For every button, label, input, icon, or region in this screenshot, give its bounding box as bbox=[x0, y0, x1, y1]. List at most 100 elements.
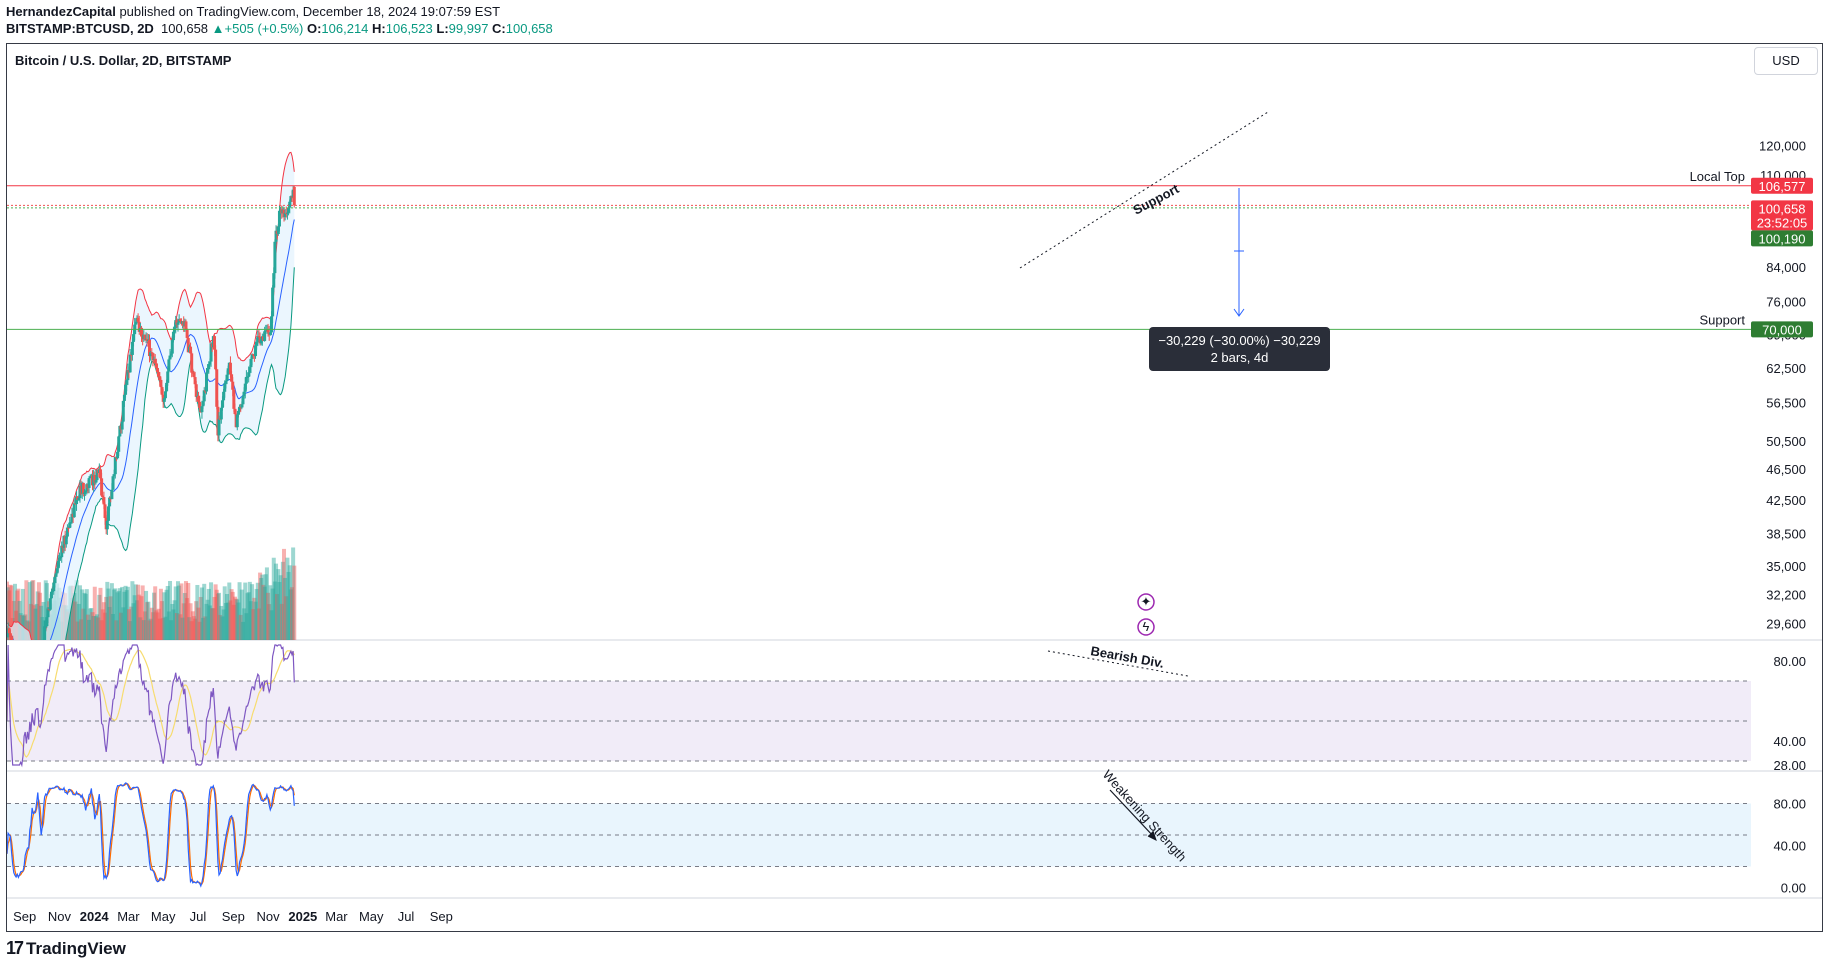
tradingview-logo[interactable]: 17 TradingView bbox=[6, 938, 126, 959]
candle-body bbox=[148, 339, 151, 357]
volume-bar bbox=[207, 605, 212, 640]
high-label: H: bbox=[372, 21, 386, 36]
volume-bar bbox=[138, 617, 143, 640]
volume-bar bbox=[266, 592, 271, 640]
volume-bar bbox=[185, 598, 190, 640]
candle-body bbox=[240, 404, 244, 408]
volume-bar bbox=[270, 588, 275, 640]
volume-bar bbox=[194, 601, 199, 640]
basis-line bbox=[7, 219, 295, 640]
volume-bar bbox=[176, 581, 180, 640]
price-tick-label: 84,000 bbox=[1766, 260, 1806, 275]
candle-body bbox=[34, 646, 37, 655]
volume-bar bbox=[172, 600, 177, 640]
time-tick-label: May bbox=[151, 909, 176, 924]
candle-body bbox=[206, 369, 210, 373]
volume-bar bbox=[260, 574, 265, 640]
volume-bar bbox=[287, 565, 292, 640]
candle-body bbox=[165, 382, 169, 392]
volume-bar bbox=[113, 588, 118, 640]
volume-bar bbox=[258, 572, 263, 640]
volume-bar bbox=[292, 565, 297, 640]
volume-bar bbox=[140, 585, 145, 640]
candle-body bbox=[255, 342, 259, 346]
volume-bar bbox=[272, 581, 277, 640]
candle-body bbox=[57, 557, 61, 561]
candle-body bbox=[212, 336, 216, 350]
symbol-label: BITSTAMP:BTCUSD, 2D bbox=[6, 21, 154, 36]
candle-body bbox=[232, 389, 236, 409]
volume-bar bbox=[234, 598, 239, 640]
candle-body bbox=[287, 207, 291, 213]
volume-bar bbox=[217, 592, 222, 640]
candle-body bbox=[158, 376, 162, 380]
candle-body bbox=[95, 470, 99, 481]
candle-body bbox=[44, 626, 48, 628]
volume-bar bbox=[126, 609, 131, 640]
candle-body bbox=[125, 380, 129, 385]
volume-bar bbox=[213, 584, 218, 640]
volume-bar bbox=[35, 591, 40, 640]
volume-bar bbox=[290, 587, 294, 640]
volume-bar bbox=[30, 580, 35, 640]
volume-bar bbox=[16, 588, 21, 640]
stoch-tick-label: 80.00 bbox=[1773, 797, 1806, 812]
volume-bar bbox=[38, 592, 43, 640]
volume-bar bbox=[196, 607, 201, 640]
volume-bar bbox=[231, 604, 236, 640]
volume-bar bbox=[41, 601, 46, 640]
volume-bar bbox=[90, 612, 95, 640]
volume-bar bbox=[106, 588, 111, 640]
chart-panel[interactable] bbox=[6, 43, 1823, 932]
volume-bar bbox=[182, 592, 187, 640]
volume-bar bbox=[148, 618, 153, 640]
volume-bar bbox=[188, 603, 193, 640]
local-top-label: Local Top bbox=[1690, 169, 1745, 184]
volume-bar bbox=[246, 592, 251, 640]
volume-bar bbox=[230, 591, 235, 640]
volume-bar bbox=[275, 594, 280, 640]
volume-bar bbox=[161, 617, 166, 640]
volume-bar bbox=[169, 620, 174, 640]
time-tick-label: Nov bbox=[256, 909, 280, 924]
volume-bar bbox=[116, 590, 121, 640]
volume-bar bbox=[178, 614, 183, 640]
currency-button[interactable]: USD bbox=[1754, 47, 1818, 75]
candle-body bbox=[285, 212, 289, 214]
candle-body bbox=[241, 396, 245, 405]
candle-body bbox=[194, 384, 198, 397]
time-tick-label: Mar bbox=[117, 909, 140, 924]
ohlc-line: BITSTAMP:BTCUSD, 2D 100,658 ▲+505 (+0.5%… bbox=[6, 21, 553, 36]
volume-bar bbox=[212, 596, 217, 640]
candle-body bbox=[243, 383, 247, 392]
candle-body bbox=[23, 657, 26, 664]
candle-body bbox=[185, 329, 189, 338]
volume-bar bbox=[284, 596, 289, 640]
candle-body bbox=[106, 506, 110, 521]
time-tick-label: Mar bbox=[325, 909, 348, 924]
volume-bar bbox=[193, 618, 198, 640]
price-tick-label: 29,600 bbox=[1766, 616, 1806, 631]
volume-bar bbox=[12, 583, 17, 640]
candle-body bbox=[39, 655, 42, 656]
volume-bar bbox=[27, 582, 32, 640]
volume-bar bbox=[202, 583, 207, 640]
volume-bar bbox=[77, 585, 82, 640]
time-axis[interactable]: Sep Nov 2024 Mar May Jul Sep Nov 2025 Mar May Jul Se… bbox=[13, 909, 453, 924]
author-name[interactable]: HernandezCapital bbox=[6, 4, 116, 19]
price-levels: Local Top Support bbox=[7, 169, 1751, 330]
volume-bar bbox=[264, 567, 269, 640]
candle-body bbox=[249, 358, 253, 368]
volume-bar bbox=[9, 585, 14, 640]
last-price-tag-bg bbox=[1751, 200, 1813, 231]
volume-bar bbox=[164, 589, 169, 640]
candle-body bbox=[7, 628, 11, 634]
volume-bar bbox=[99, 620, 104, 640]
bearish-div-line bbox=[1047, 650, 1189, 677]
candle-body bbox=[192, 373, 196, 378]
price-axis[interactable]: 120,000110,00084,00076,00069,00062,50056… bbox=[1759, 138, 1806, 631]
candle-body bbox=[231, 381, 235, 390]
volume-bar bbox=[271, 557, 276, 640]
rsi-tick-label: 40.00 bbox=[1773, 734, 1806, 749]
